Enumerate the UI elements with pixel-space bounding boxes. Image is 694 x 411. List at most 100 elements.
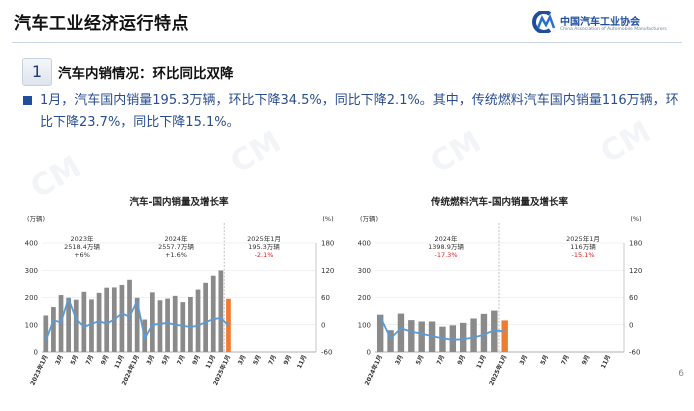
sales-bar bbox=[397, 313, 405, 352]
x-tick-label: 11月 bbox=[112, 353, 125, 369]
annotation-growth: +1.6% bbox=[165, 251, 187, 259]
sales-bar bbox=[203, 282, 208, 352]
x-tick-label: 5月 bbox=[69, 353, 81, 366]
sales-bar bbox=[387, 330, 394, 352]
annotation-growth: -17.3% bbox=[435, 251, 458, 259]
annotation-period: 2023年 bbox=[70, 234, 94, 243]
y2-tick-label: -60 bbox=[321, 349, 332, 357]
x-tick-label: 7月 bbox=[435, 353, 447, 366]
page-number: 6 bbox=[678, 369, 684, 379]
x-tick-label: 11月 bbox=[599, 353, 612, 369]
y-tick-label: 100 bbox=[25, 321, 38, 329]
annotation-growth: -15.1% bbox=[572, 251, 595, 259]
sales-bar bbox=[180, 302, 186, 352]
sales-bar bbox=[89, 299, 94, 352]
y-tick-label: 400 bbox=[358, 240, 371, 248]
x-tick-label: 3月 bbox=[518, 353, 530, 366]
annotation-period: 2025年1月 bbox=[247, 234, 281, 243]
chart-title: 传统燃料汽车-国内销量及增长率 bbox=[430, 196, 568, 208]
y-tick-label: 400 bbox=[25, 240, 38, 248]
y-tick-label: 0 bbox=[367, 349, 371, 357]
annotation-value: 195.3万辆 bbox=[248, 242, 280, 251]
right-axis-unit: (%) bbox=[322, 215, 333, 223]
y2-tick-label: 0 bbox=[629, 321, 633, 329]
annotation-value: 116万辆 bbox=[570, 242, 596, 251]
sales-bar bbox=[96, 292, 102, 352]
x-tick-label: 3月 bbox=[393, 353, 405, 366]
title-divider bbox=[12, 42, 682, 43]
x-tick-label: 9月 bbox=[282, 353, 294, 366]
bullet-square-icon bbox=[23, 96, 32, 105]
x-tick-label: 9月 bbox=[190, 353, 202, 366]
x-tick-label: 7月 bbox=[559, 353, 571, 366]
caam-logo: 中国汽车工业协会 China Association of Automobile… bbox=[528, 10, 678, 38]
sales-bar bbox=[134, 297, 140, 352]
sales-bar bbox=[58, 295, 64, 352]
sales-bar bbox=[376, 314, 384, 352]
annotation-period: 2024年 bbox=[434, 234, 458, 243]
x-tick-label: 11月 bbox=[295, 353, 308, 369]
y-tick-label: 0 bbox=[34, 349, 38, 357]
x-tick-label: 9月 bbox=[99, 353, 111, 366]
x-tick-label: 11月 bbox=[474, 353, 487, 369]
growth-rate-line bbox=[379, 316, 505, 341]
x-tick-label: 2025年1月 bbox=[487, 353, 508, 386]
y2-tick-label: 180 bbox=[629, 240, 642, 248]
y-tick-label: 200 bbox=[25, 294, 38, 302]
annotation-value: 1398.9万辆 bbox=[428, 242, 464, 251]
x-tick-label: 3月 bbox=[145, 353, 157, 366]
section-number: 1 bbox=[22, 58, 52, 86]
sales-bar bbox=[218, 270, 224, 352]
annotation-period: 2025年1月 bbox=[566, 234, 600, 243]
annotation-growth: +6% bbox=[74, 251, 90, 259]
sales-bar bbox=[73, 299, 79, 352]
section-title: 汽车内销情况：环比同比双降 bbox=[58, 66, 234, 82]
sales-bar bbox=[66, 297, 71, 352]
sales-bar bbox=[408, 320, 415, 352]
annotation-value: 2518.4万辆 bbox=[64, 242, 100, 251]
summary-paragraph: 1月，汽车国内销量195.3万辆，环比下降34.5%，同比下降2.1%。其中，传… bbox=[40, 93, 679, 130]
y2-tick-label: 0 bbox=[321, 321, 325, 329]
x-tick-label: 7月 bbox=[84, 353, 96, 366]
sales-bar bbox=[188, 296, 193, 352]
x-tick-label: 3月 bbox=[236, 353, 248, 366]
x-tick-label: 2024年1月 bbox=[363, 353, 384, 386]
x-tick-label: 5月 bbox=[160, 353, 172, 366]
x-tick-label: 5月 bbox=[251, 353, 263, 366]
logo-english-name: China Association of Automobile Manufact… bbox=[560, 27, 667, 32]
page-title: 汽车工业经济运行特点 bbox=[14, 14, 189, 34]
sales-bar bbox=[119, 284, 125, 352]
sales-bar bbox=[459, 322, 467, 352]
y2-tick-label: -60 bbox=[629, 349, 640, 357]
x-tick-label: 11月 bbox=[204, 353, 217, 369]
sales-bar bbox=[165, 298, 170, 352]
x-tick-label: 2023年1月 bbox=[28, 353, 49, 386]
sales-bar bbox=[491, 310, 498, 352]
sales-bar bbox=[470, 318, 477, 352]
sales-bar bbox=[157, 300, 163, 352]
x-tick-label: 7月 bbox=[266, 353, 278, 366]
sales-bar bbox=[418, 321, 425, 352]
x-tick-label: 7月 bbox=[175, 353, 187, 366]
sales-bar bbox=[501, 320, 508, 352]
sales-bar bbox=[81, 291, 87, 352]
x-tick-label: 5月 bbox=[414, 353, 426, 366]
x-tick-label: 9月 bbox=[580, 353, 592, 366]
y2-tick-label: 120 bbox=[629, 267, 642, 275]
y2-tick-label: 60 bbox=[629, 294, 638, 302]
sales-bar bbox=[150, 292, 155, 352]
caam-logo-icon bbox=[532, 11, 556, 33]
sales-bar bbox=[439, 326, 446, 352]
y-tick-label: 300 bbox=[358, 267, 371, 275]
x-tick-label: 9月 bbox=[455, 353, 467, 366]
sales-bar bbox=[51, 307, 56, 352]
x-tick-label: 5月 bbox=[538, 353, 550, 366]
left-axis-unit: (万辆) bbox=[360, 214, 378, 223]
y-tick-label: 100 bbox=[358, 321, 371, 329]
sales-bar bbox=[195, 289, 201, 352]
sales-bar bbox=[104, 287, 110, 352]
annotation-value: 2557.7万辆 bbox=[158, 242, 194, 251]
annotation-growth: -2.1% bbox=[255, 251, 274, 259]
x-tick-label: 3月 bbox=[53, 353, 65, 366]
sales-bar bbox=[210, 275, 216, 352]
